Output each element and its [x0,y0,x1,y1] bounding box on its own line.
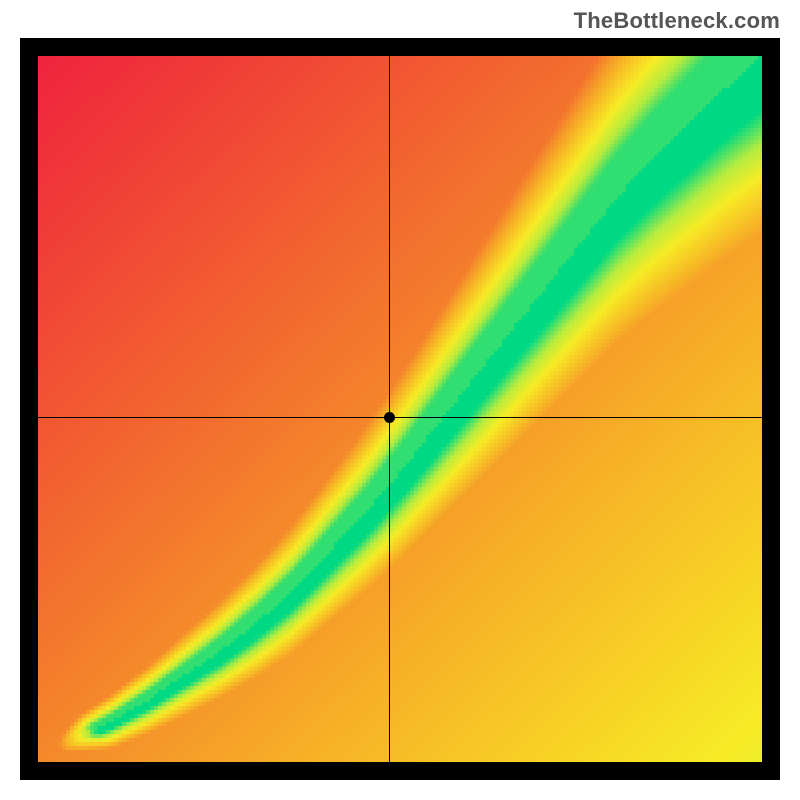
watermark-label: TheBottleneck.com [574,8,780,34]
crosshair-vertical [389,56,390,762]
bottleneck-heatmap [38,56,762,762]
crosshair-marker[interactable] [384,412,395,423]
crosshair-horizontal [38,417,762,418]
